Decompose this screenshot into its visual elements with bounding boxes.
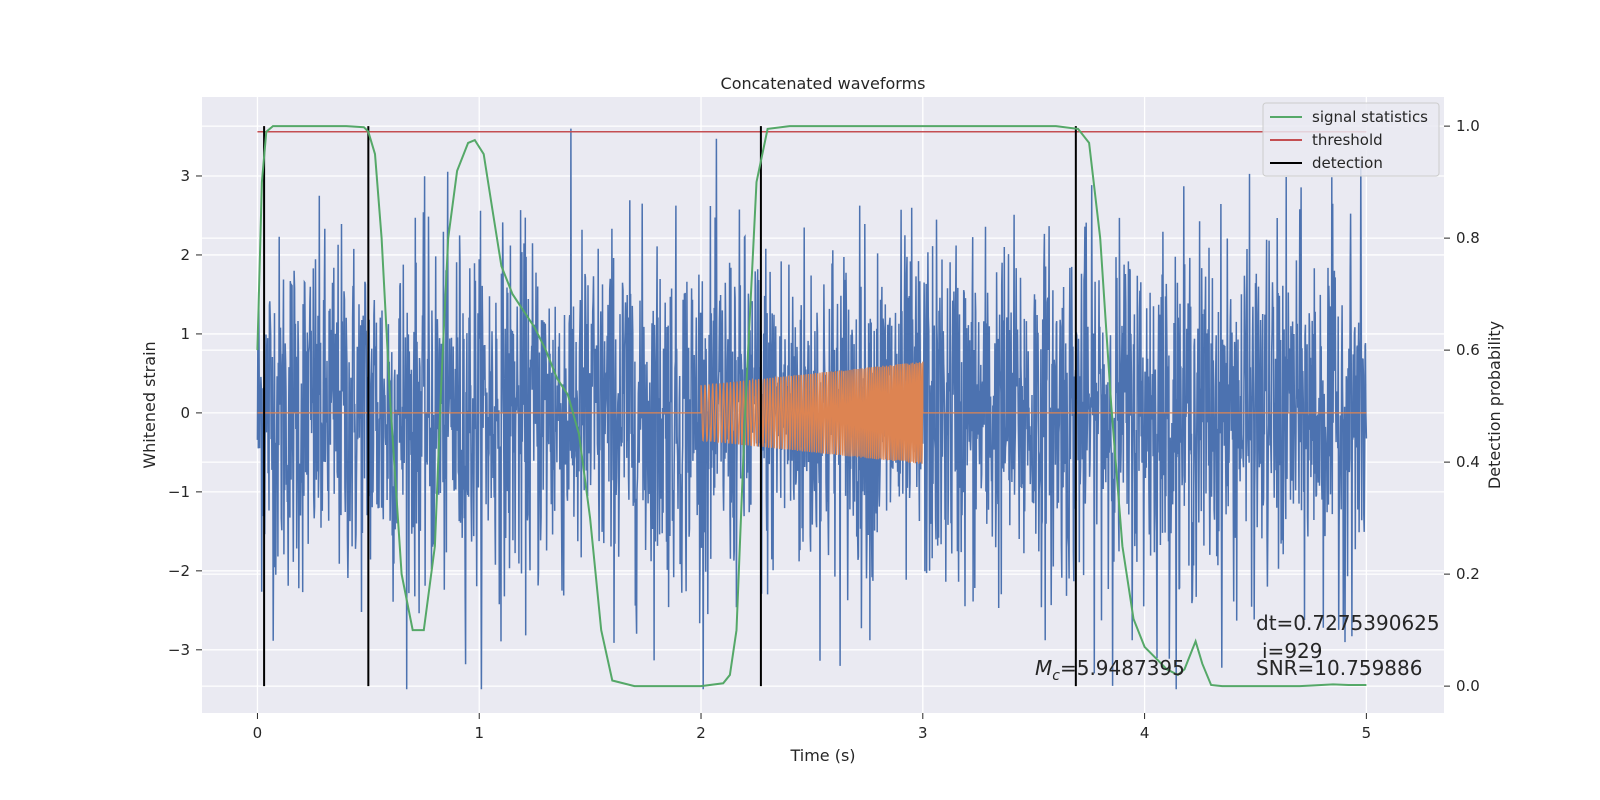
x-tick-label: 5	[1362, 724, 1372, 742]
signal-series-line	[257, 361, 1367, 464]
svg-text:Mc=5.9487395: Mc=5.9487395	[1035, 656, 1185, 684]
y-tick-label: 3	[180, 167, 190, 185]
detection-lines	[263, 126, 1077, 687]
x-tick-label: 2	[696, 724, 706, 742]
x-ticks: 0 1 2 3 4 5	[253, 713, 1371, 742]
y2-ticks: 0.0 0.2 0.4 0.6 0.8 1.0	[1444, 117, 1480, 695]
y-tick-label: −2	[168, 562, 190, 580]
x-tick-label: 0	[253, 724, 263, 742]
y2-tick-label: 0.8	[1456, 229, 1480, 247]
y2-tick-label: 0.4	[1456, 453, 1480, 471]
y-tick-label: −1	[168, 483, 190, 501]
y-tick-label: 0	[180, 404, 190, 422]
mc-symbol: M	[1035, 656, 1052, 680]
x-axis-label: Time (s)	[789, 746, 855, 765]
annotation-mc: Mc=5.9487395	[1035, 656, 1185, 684]
mc-value: =5.9487395	[1060, 656, 1185, 680]
legend-label-threshold: threshold	[1312, 131, 1383, 149]
annotation-snr: SNR=10.759886	[1256, 656, 1422, 680]
y-tick-label: 1	[180, 325, 190, 343]
legend-label-signal-statistics: signal statistics	[1312, 108, 1428, 126]
legend-box	[1262, 102, 1440, 177]
legend-label-detection: detection	[1312, 154, 1383, 172]
signal-statistics-line	[256, 125, 1367, 688]
chart-title: Concatenated waveforms	[721, 74, 926, 93]
y2-tick-label: 0.0	[1456, 677, 1480, 695]
x-tick-label: 1	[474, 724, 484, 742]
y-axis-label: Whitened strain	[140, 341, 159, 468]
x-tick-label: 4	[1140, 724, 1150, 742]
y2-tick-label: 0.6	[1456, 341, 1480, 359]
y-ticks: −3 −2 −1 0 1 2 3	[168, 167, 202, 659]
mc-subscript: c	[1052, 668, 1060, 684]
y2-axis-label: Detection probability	[1485, 321, 1504, 489]
y2-tick-label: 0.2	[1456, 565, 1480, 583]
x-tick-label: 3	[918, 724, 928, 742]
annotation-i: i=929	[1262, 639, 1323, 663]
legend: signal statistics threshold detection	[1262, 102, 1440, 177]
y-tick-label: 2	[180, 246, 190, 264]
y-tick-label: −3	[168, 641, 190, 659]
y2-tick-label: 1.0	[1456, 117, 1480, 135]
annotation-dt: dt=0.7275390625	[1256, 611, 1440, 635]
